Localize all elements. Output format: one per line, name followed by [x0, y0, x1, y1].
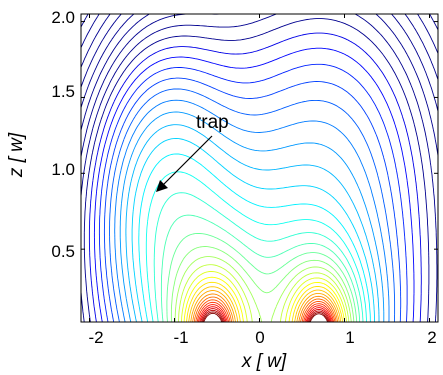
contour-line	[109, 88, 396, 322]
contour-line	[93, 47, 415, 322]
y-tick-label: 2.0	[51, 8, 75, 27]
contour-line	[174, 256, 352, 322]
x-tick-label: -1	[173, 328, 188, 347]
contour-line	[145, 171, 367, 322]
trap-arrow	[159, 135, 213, 189]
contour-line	[153, 192, 364, 322]
contour-line	[192, 293, 339, 322]
contour-line	[114, 99, 390, 322]
contour-line	[186, 281, 344, 322]
contour-line	[138, 153, 371, 322]
contour-line	[200, 308, 331, 322]
contour-line	[199, 306, 332, 322]
contour-line	[103, 77, 402, 322]
contour-line	[166, 232, 358, 322]
x-tick-label: 1	[345, 328, 354, 347]
trap-arrowhead	[156, 180, 168, 192]
contour-line	[190, 290, 340, 322]
y-axis-label: z [ w]	[6, 132, 27, 178]
contour-line	[81, 14, 438, 322]
contour-line	[188, 286, 342, 322]
x-axis-label: x [ w]	[241, 351, 287, 372]
contour-line	[180, 271, 348, 322]
contour-line	[131, 138, 375, 322]
contour-line	[98, 63, 408, 322]
contour-line	[197, 304, 334, 322]
axis-ticks	[81, 14, 438, 322]
contour-line	[160, 214, 361, 322]
y-tick-label: 0.5	[51, 242, 75, 261]
contour-line	[196, 301, 335, 322]
y-tick-label: 1.0	[51, 160, 75, 179]
contour-line	[178, 264, 350, 322]
y-axis-var: z	[6, 167, 27, 178]
contour-line	[83, 18, 430, 322]
x-axis-unit: [ w]	[256, 351, 287, 372]
contour-line	[183, 276, 346, 322]
x-axis-var: x	[241, 351, 253, 372]
y-axis-unit: [ w]	[6, 132, 27, 163]
y-tick-label: 1.5	[51, 82, 75, 101]
contour-line	[119, 111, 385, 322]
contour-line	[88, 32, 422, 322]
trap-annotation-label: trap	[196, 112, 229, 133]
contour-line	[195, 299, 336, 322]
contour-line	[170, 246, 355, 322]
x-tick-label: 2	[427, 328, 436, 347]
x-tick-label: -2	[88, 328, 103, 347]
contour-line	[125, 124, 380, 322]
contour-line	[193, 296, 337, 322]
x-tick-label: 0	[255, 328, 264, 347]
contour-line	[201, 309, 330, 322]
contour-line	[202, 311, 329, 322]
